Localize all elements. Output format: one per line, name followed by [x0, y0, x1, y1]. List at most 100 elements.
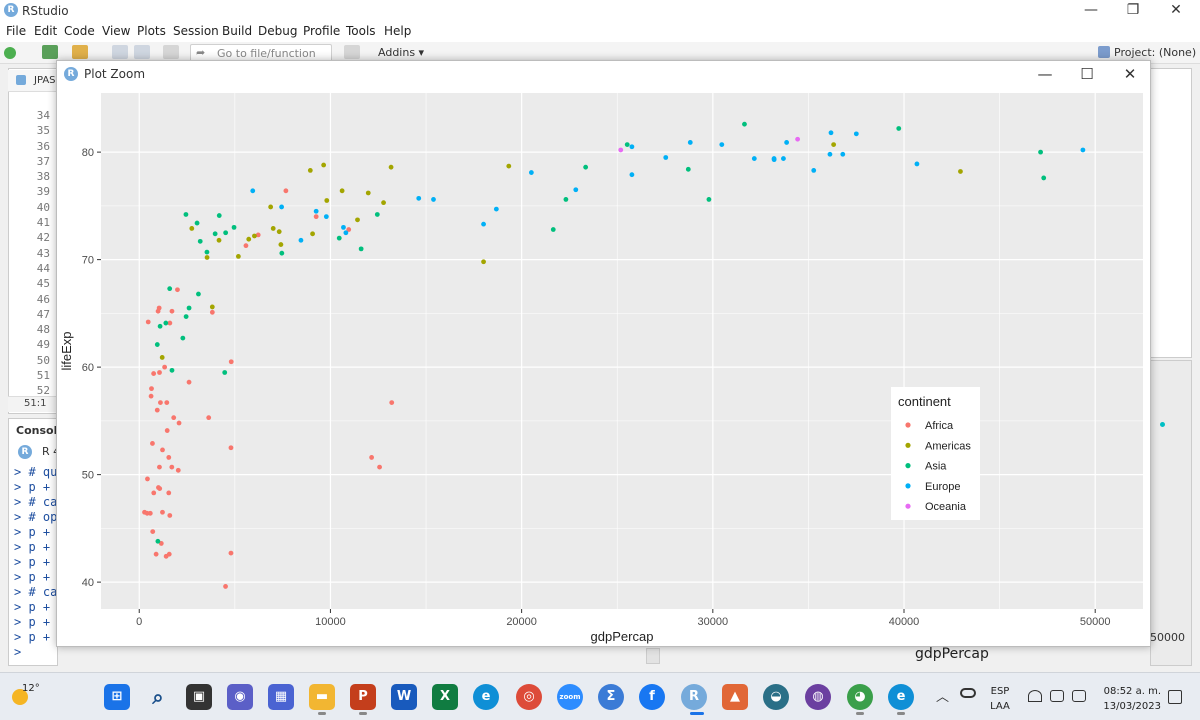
workspace-panes-icon[interactable] — [344, 45, 360, 59]
tray-expand-icon[interactable]: ︿ — [936, 690, 950, 705]
console-prompt[interactable]: > — [14, 645, 22, 659]
widgets-icon[interactable]: ▦ — [268, 684, 294, 710]
zoom-close-button[interactable]: ✕ — [1123, 65, 1137, 83]
minimize-button[interactable]: — — [1084, 2, 1098, 18]
search-icon[interactable]: ⌕ — [152, 685, 164, 709]
data-point-africa — [223, 584, 228, 589]
data-point-asia — [157, 323, 163, 329]
chat-icon[interactable]: ◉ — [227, 684, 253, 710]
search-tool-icon[interactable]: ◒ — [763, 684, 789, 710]
data-point-europe — [828, 130, 834, 136]
save-all-icon[interactable] — [134, 45, 150, 59]
zoom-icon[interactable]: zoom — [557, 684, 583, 710]
goto-arrow-icon: ➦ — [196, 46, 206, 59]
data-point-africa — [156, 305, 162, 311]
data-point-asia — [685, 166, 691, 172]
menu-build[interactable]: Build — [222, 24, 253, 38]
line-number: 43 — [36, 246, 50, 260]
zoom-maximize-button[interactable]: ☐ — [1080, 65, 1094, 83]
onedrive-icon[interactable] — [960, 688, 976, 698]
menu-help[interactable]: Help — [384, 24, 412, 38]
line-number: 44 — [36, 261, 50, 275]
line-number: 37 — [36, 154, 50, 168]
print-icon[interactable] — [163, 45, 179, 59]
background-plot-x-label: gdpPercap — [915, 646, 989, 662]
console-tab[interactable]: Console — [16, 424, 65, 437]
battery-icon[interactable] — [1072, 690, 1086, 702]
data-point-africa — [283, 188, 289, 194]
powerpoint-icon[interactable]: P — [350, 684, 376, 710]
menu-tools[interactable]: Tools — [346, 24, 376, 38]
data-point-asia — [1038, 149, 1043, 155]
menu-view[interactable]: View — [102, 24, 131, 38]
data-point-africa — [145, 319, 151, 325]
restore-button[interactable]: ❐ — [1126, 2, 1140, 18]
start-button[interactable]: ⊞ — [104, 684, 130, 710]
data-point-asia — [167, 286, 173, 292]
data-point-americas — [235, 254, 241, 259]
data-point-americas — [268, 204, 274, 210]
word-icon[interactable]: W — [391, 684, 417, 710]
data-point-africa — [151, 490, 157, 496]
new-project-icon[interactable] — [42, 45, 58, 59]
wifi-icon[interactable] — [1028, 690, 1042, 702]
data-point-africa — [164, 428, 170, 433]
data-point-africa — [228, 550, 234, 556]
console-line: > p + — [14, 480, 51, 494]
input-language[interactable]: ESP LAA — [989, 684, 1011, 714]
excel-icon[interactable]: X — [432, 684, 458, 710]
task-view-icon[interactable]: ▣ — [186, 684, 212, 710]
data-point-oceania — [618, 147, 624, 153]
data-point-americas — [506, 163, 512, 169]
data-point-asia — [183, 212, 189, 217]
scroll-down-button[interactable] — [646, 648, 660, 664]
data-point-africa — [160, 509, 165, 515]
plot-zoom-titlebar[interactable]: R Plot Zoom — ☐ ✕ — [57, 61, 1150, 87]
zoom-minimize-button[interactable]: — — [1037, 65, 1053, 83]
goto-file-input[interactable]: ➦ Go to file/function — [190, 44, 332, 62]
open-file-icon[interactable] — [72, 45, 88, 59]
addins-menu[interactable]: Addins ▾ — [378, 46, 425, 59]
editor-tab[interactable]: JPAS — [8, 70, 58, 92]
data-point-americas — [321, 162, 327, 168]
cursor-position: 51:1 — [24, 398, 47, 409]
rstudio-taskbar-icon[interactable]: R — [681, 684, 707, 710]
menu-session[interactable]: Session — [173, 24, 219, 38]
legend-title: continent — [898, 394, 951, 409]
rstudio-titlebar: R RStudio — ❐ ✕ — [0, 0, 1200, 22]
menu-plots[interactable]: Plots — [137, 24, 166, 38]
legend-label: Europe — [925, 481, 960, 493]
data-point-africa — [150, 441, 155, 446]
close-button[interactable]: ✕ — [1170, 2, 1182, 18]
menu-profile[interactable]: Profile — [303, 24, 341, 38]
rstudio-logo-icon: R — [64, 67, 78, 81]
math-app-icon[interactable]: Σ — [598, 684, 624, 710]
chrome-icon[interactable]: ◎ — [516, 684, 542, 710]
data-point-africa — [144, 510, 150, 516]
menu-edit[interactable]: Edit — [34, 24, 58, 38]
notification-icon[interactable] — [1168, 690, 1182, 704]
data-point-africa — [206, 415, 212, 421]
matlab-icon[interactable]: ▲ — [722, 684, 748, 710]
new-file-icon[interactable] — [4, 47, 16, 59]
data-point-africa — [157, 370, 162, 375]
chrome-profile-icon[interactable]: ◕ — [847, 684, 873, 710]
menu-code[interactable]: Code — [64, 24, 95, 38]
facebook-icon[interactable]: f — [639, 684, 665, 710]
data-point-europe — [840, 151, 846, 157]
data-point-africa — [369, 455, 375, 460]
volume-icon[interactable] — [1050, 690, 1064, 702]
clock[interactable]: 08:52 a. m. 13/03/2023 — [1097, 684, 1161, 714]
data-point-americas — [381, 200, 386, 206]
data-point-asia — [374, 212, 380, 217]
menu-file[interactable]: File — [6, 24, 27, 38]
github-desktop-icon[interactable]: ◍ — [805, 684, 831, 710]
menu-debug[interactable]: Debug — [258, 24, 298, 38]
edge-profile-icon[interactable]: e — [888, 684, 914, 710]
save-icon[interactable] — [112, 45, 128, 59]
data-point-europe — [313, 208, 319, 214]
weather-sun-icon[interactable] — [12, 689, 28, 705]
edge-icon[interactable]: e — [473, 684, 499, 710]
data-point-europe — [250, 188, 256, 194]
file-explorer-icon[interactable]: ▬ — [309, 684, 335, 710]
